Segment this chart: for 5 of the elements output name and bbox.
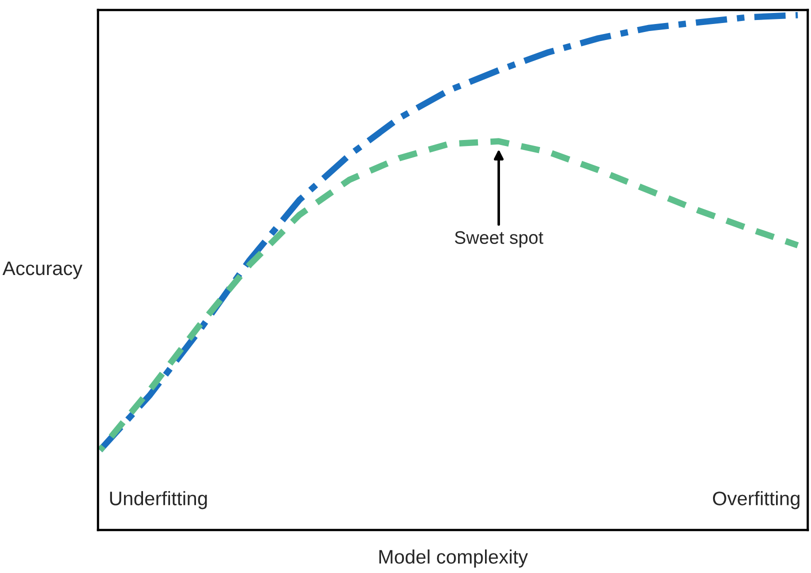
x-axis-title: Model complexity bbox=[379, 549, 528, 568]
annotation: Overfitting bbox=[712, 491, 800, 510]
y-axis-title: Accuracy bbox=[2, 262, 82, 280]
annotation: Underfitting bbox=[110, 491, 207, 510]
annotation: Sweet spot bbox=[454, 231, 544, 248]
